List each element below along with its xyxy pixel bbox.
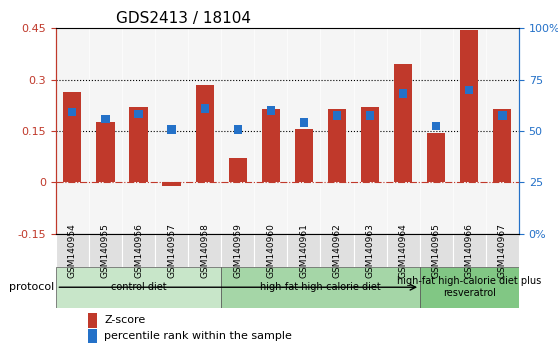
Text: GSM140964: GSM140964	[398, 223, 408, 278]
Bar	[361, 107, 379, 182]
Text: GSM140963: GSM140963	[365, 223, 374, 278]
Bar	[162, 182, 181, 186]
Bar	[88, 329, 98, 343]
FancyBboxPatch shape	[56, 267, 221, 308]
Bar	[333, 111, 341, 120]
FancyBboxPatch shape	[420, 234, 453, 267]
Text: GSM140967: GSM140967	[498, 223, 507, 278]
Text: GDS2413 / 18104: GDS2413 / 18104	[116, 11, 251, 26]
Text: GSM140961: GSM140961	[300, 223, 309, 278]
Bar	[229, 158, 247, 182]
Bar	[493, 109, 512, 182]
Text: control diet: control diet	[110, 282, 166, 292]
Text: high-fat high-calorie diet plus
resveratrol: high-fat high-calorie diet plus resverat…	[397, 276, 541, 298]
FancyBboxPatch shape	[486, 234, 519, 267]
FancyBboxPatch shape	[387, 234, 420, 267]
Text: GSM140966: GSM140966	[465, 223, 474, 278]
Text: GSM140956: GSM140956	[134, 223, 143, 278]
Bar	[328, 109, 346, 182]
Text: Z-score: Z-score	[104, 315, 146, 325]
FancyBboxPatch shape	[56, 234, 89, 267]
Text: percentile rank within the sample: percentile rank within the sample	[104, 331, 292, 341]
Bar	[498, 111, 507, 120]
Text: GSM140965: GSM140965	[432, 223, 441, 278]
FancyBboxPatch shape	[221, 267, 420, 308]
Bar	[63, 92, 81, 182]
Text: protocol: protocol	[9, 282, 54, 292]
Text: GSM140955: GSM140955	[101, 223, 110, 278]
Bar	[432, 121, 440, 130]
Bar	[399, 89, 407, 98]
Bar	[460, 30, 478, 182]
Text: GSM140954: GSM140954	[68, 223, 77, 278]
Bar	[234, 125, 242, 133]
Bar	[267, 106, 275, 115]
FancyBboxPatch shape	[254, 234, 287, 267]
FancyBboxPatch shape	[188, 234, 221, 267]
Bar	[394, 64, 412, 182]
Bar	[300, 118, 308, 127]
Text: GSM140959: GSM140959	[233, 223, 242, 278]
FancyBboxPatch shape	[420, 267, 519, 308]
Bar	[102, 115, 109, 123]
Bar	[295, 129, 313, 182]
Bar	[465, 86, 473, 94]
Bar	[427, 133, 445, 182]
Text: GSM140962: GSM140962	[333, 223, 341, 278]
FancyBboxPatch shape	[221, 234, 254, 267]
FancyBboxPatch shape	[155, 234, 188, 267]
Bar	[262, 109, 280, 182]
Bar	[195, 85, 214, 182]
Bar	[97, 122, 114, 182]
Bar	[167, 125, 176, 133]
Text: GSM140957: GSM140957	[167, 223, 176, 278]
Text: GSM140958: GSM140958	[200, 223, 209, 278]
FancyBboxPatch shape	[89, 234, 122, 267]
Bar	[200, 104, 209, 113]
FancyBboxPatch shape	[122, 234, 155, 267]
Text: high-fat high-calorie diet: high-fat high-calorie diet	[260, 282, 381, 292]
Bar	[88, 313, 98, 328]
FancyBboxPatch shape	[354, 234, 387, 267]
Text: GSM140960: GSM140960	[266, 223, 275, 278]
FancyBboxPatch shape	[320, 234, 354, 267]
Bar	[366, 111, 374, 120]
FancyBboxPatch shape	[453, 234, 486, 267]
Bar	[129, 107, 148, 182]
Bar	[68, 108, 76, 116]
Bar	[134, 110, 143, 118]
FancyBboxPatch shape	[287, 234, 320, 267]
